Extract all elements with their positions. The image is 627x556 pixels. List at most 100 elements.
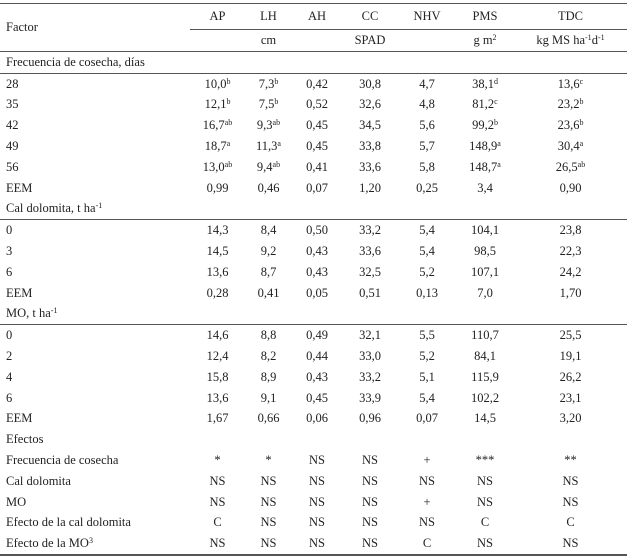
cell-cc: 33,2 [359, 223, 381, 238]
cell-cc: NS [362, 515, 378, 530]
cell-nhv: 5,2 [419, 264, 435, 279]
cell-pms: C [480, 515, 490, 530]
col-nhv: NHV [398, 3, 456, 30]
table-row: EEM 0,28 0,41 0,05 0,51 0,13 7,0 1,70 [0, 283, 627, 304]
table-row: 56 13,0ab 9,4ab 0,41 33,6 5,8 148,7a 26,5ab [0, 157, 627, 178]
cell-ah: 0,45 [306, 139, 328, 154]
cell-tdc: 19,1 [559, 349, 582, 364]
cell-lh: 9,3ab [256, 118, 281, 133]
cell-ah: 0,07 [306, 180, 328, 195]
cell-lh: 0,46 [257, 180, 280, 195]
cell-lh: 8,2 [260, 349, 277, 364]
cell-ah: 0,44 [306, 349, 328, 364]
cell-cc: NS [362, 494, 378, 509]
cell-ah: 0,06 [306, 411, 328, 426]
cell-ap: * [214, 453, 221, 468]
unit-lh: cm [245, 29, 292, 52]
cell-ah: NS [309, 453, 325, 468]
table-row: 28 10,0b 7,3b 0,42 30,8 4,7 38,1d 13,6c [0, 73, 627, 94]
cell-ap: 15,8 [206, 369, 229, 384]
cell-cc: 33,6 [359, 159, 381, 174]
cell-ah: 0,45 [306, 118, 328, 133]
table-row: 6 13,6 8,7 0,43 32,5 5,2 107,1 24,2 [0, 262, 627, 283]
table-row: 3 14,5 9,2 0,43 33,6 5,4 98,5 22,3 [0, 241, 627, 262]
row-label: 6 [6, 264, 13, 279]
cell-pms: 115,9 [471, 369, 499, 384]
cell-pms: 110,7 [471, 328, 499, 343]
cell-pms: 148,9a [469, 139, 501, 154]
row-label: Frecuencia de cosecha [6, 453, 119, 468]
row-label: 42 [6, 118, 19, 133]
cell-tdc: 25,5 [559, 328, 582, 343]
section-title: MO, t ha-1 [0, 303, 627, 326]
cell-nhv: + [423, 494, 431, 509]
row-label: 6 [6, 390, 13, 405]
cell-pms: NS [477, 494, 493, 509]
cell-nhv: 5,2 [419, 349, 435, 364]
cell-cc: NS [362, 453, 378, 468]
cell-tdc: ** [564, 453, 577, 468]
row-label: EEM [6, 180, 33, 195]
cell-cc: 33,6 [359, 244, 381, 259]
cell-ap: NS [209, 494, 226, 509]
cell-cc: 33,8 [359, 139, 381, 154]
cell-nhv: 0,25 [416, 180, 438, 195]
cell-nhv: 5,4 [419, 223, 435, 238]
cell-nhv: 5,1 [419, 369, 435, 384]
cell-cc: 33,9 [359, 390, 381, 405]
cell-cc: 0,51 [359, 285, 381, 300]
col-ah: AH [292, 3, 342, 30]
row-label: 28 [6, 76, 19, 91]
row-label: Efecto de la cal dolomita [6, 515, 131, 530]
cell-cc: 33,0 [359, 349, 381, 364]
cell-cc: 32,1 [359, 328, 381, 343]
results-table: Factor AP LH AH CC NHV PMS TDC cm SPAD g… [0, 3, 627, 556]
cell-ap: 12,4 [206, 349, 229, 364]
cell-ap: 14,3 [206, 223, 229, 238]
row-label: 4 [6, 369, 13, 384]
section-header: Frecuencia de cosecha, días [0, 51, 627, 74]
cell-tdc: 23,1 [559, 390, 582, 405]
cell-nhv: 4,7 [419, 76, 435, 91]
header-row: Factor AP LH AH CC NHV PMS TDC [0, 3, 627, 52]
cell-nhv: 0,07 [416, 411, 438, 426]
cell-pms: 148,7a [469, 159, 501, 174]
section-title: Cal dolomita, t ha-1 [0, 198, 627, 221]
cell-ap: 12,1b [204, 97, 231, 112]
cell-nhv: 5,4 [419, 244, 435, 259]
cell-cc: 30,8 [359, 76, 381, 91]
cell-ah: NS [309, 515, 325, 530]
table-row: 0 14,6 8,8 0,49 32,1 5,5 110,7 25,5 [0, 325, 627, 346]
cell-lh: 8,7 [260, 264, 277, 279]
cell-ah: 0,45 [306, 390, 328, 405]
cell-tdc: 13,6c [557, 76, 584, 91]
cell-pms: 99,2b [472, 118, 498, 133]
cell-tdc: 23,6b [557, 118, 584, 133]
cell-lh: 7,3b [258, 76, 279, 91]
cell-ah: 0,05 [306, 285, 328, 300]
cell-tdc: C [566, 515, 575, 530]
table-row: 4 15,8 8,9 0,43 33,2 5,1 115,9 26,2 [0, 367, 627, 388]
section-header: Cal dolomita, t ha-1 [0, 198, 627, 221]
table-row: EEM 0,99 0,46 0,07 1,20 0,25 3,4 0,90 [0, 178, 627, 199]
cell-ap: 18,7a [204, 139, 231, 154]
row-label: 0 [6, 223, 13, 238]
cell-nhv: 4,8 [419, 97, 435, 112]
cell-pms: 84,1 [474, 349, 496, 364]
cell-ah: 0,50 [306, 223, 328, 238]
cell-lh: 9,4ab [256, 159, 281, 174]
cell-pms: 104,1 [470, 223, 500, 238]
table-row: 2 12,4 8,2 0,44 33,0 5,2 84,1 19,1 [0, 346, 627, 367]
cell-cc: 33,2 [359, 369, 381, 384]
cell-lh: 8,8 [260, 328, 277, 343]
row-label: 0 [6, 328, 13, 343]
table-row: Frecuencia de cosecha * * NS NS + *** ** [0, 450, 627, 471]
section-header: Efectos [0, 429, 627, 450]
cell-ah: 0,41 [306, 159, 328, 174]
cell-pms: 38,1d [472, 76, 498, 91]
cell-ah: 0,43 [306, 369, 328, 384]
cell-nhv: 5,4 [419, 390, 435, 405]
cell-tdc: 22,3 [559, 244, 582, 259]
row-label: 35 [6, 97, 19, 112]
row-label: Cal dolomita [6, 473, 71, 488]
